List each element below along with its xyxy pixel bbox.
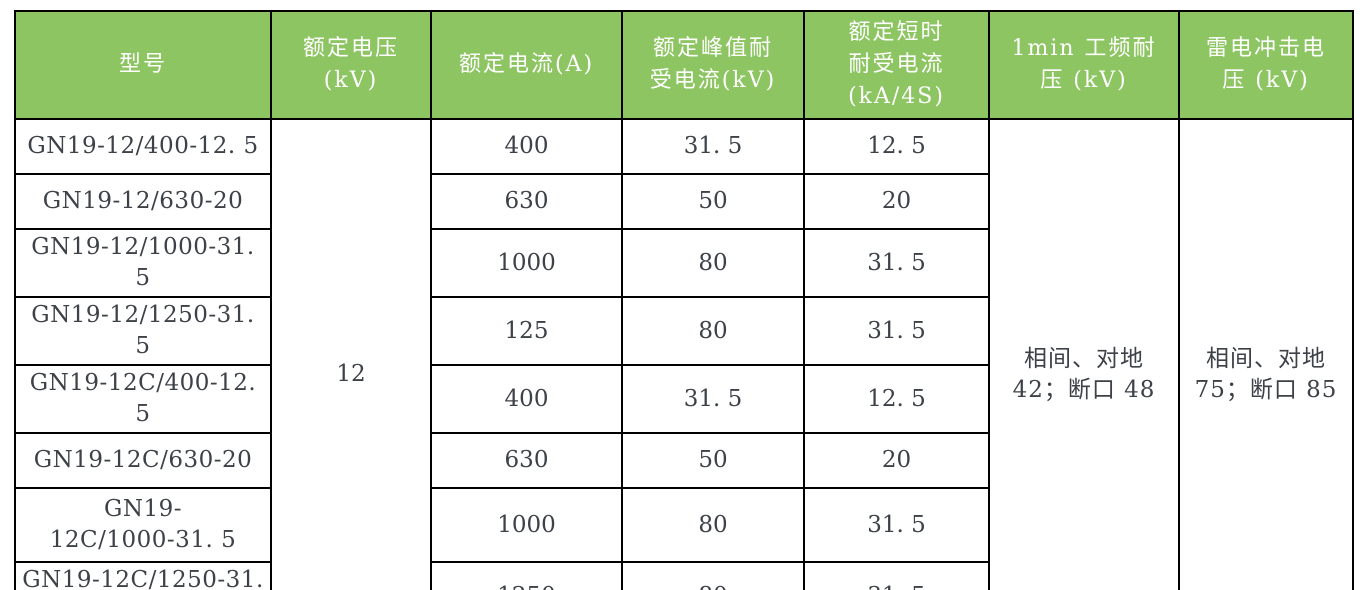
table-row: GN19-12C/400-12. 5 400 31. 5 12. 5 xyxy=(14,364,1353,435)
cell-peak-withstand: 50 xyxy=(621,173,805,230)
table-row: GN19-12/1250-31. 5 125 80 31. 5 xyxy=(14,296,1353,367)
cell-model: GN19- 12C/1000-31. 5 xyxy=(14,487,272,564)
cell-model: GN19-12C/400-12. 5 xyxy=(14,364,272,435)
cell-peak-withstand: 31. 5 xyxy=(621,364,805,435)
cell-model: GN19-12/1000-31. 5 xyxy=(14,227,272,299)
col-header-power-freq-withstand: 1min 工频耐 压 (kV) xyxy=(988,10,1180,120)
cell-peak-withstand: 50 xyxy=(621,432,805,490)
cell-model: GN19-12C/1250-31. 5 xyxy=(14,561,272,590)
cell-short-time-withstand: 31. 5 xyxy=(803,227,990,299)
cell-rated-current: 1000 xyxy=(430,487,623,564)
col-header-rated-voltage: 额定电压 (kV) xyxy=(270,10,432,120)
cell-peak-withstand: 80 xyxy=(621,561,805,590)
cell-short-time-withstand: 31. 5 xyxy=(803,561,990,590)
cell-rated-current: 400 xyxy=(430,118,623,175)
cell-rated-voltage-merged: 12 xyxy=(270,117,432,590)
switch-spec-table: 型号 额定电压 (kV) 额定电流(A) 额定峰值耐 受电流(kV) 额定短时 … xyxy=(14,10,1354,590)
cell-model: GN19-12C/630-20 xyxy=(14,432,272,490)
cell-power-freq-merged: 相间、对地 42；断口 48 xyxy=(988,117,1180,590)
cell-rated-current: 630 xyxy=(430,432,623,490)
cell-model: GN19-12/1250-31. 5 xyxy=(14,296,272,367)
table-row: GN19-12/1000-31. 5 1000 80 31. 5 xyxy=(14,227,1353,299)
cell-model: GN19-12/400-12. 5 xyxy=(14,118,272,175)
cell-rated-current: 1000 xyxy=(430,227,623,299)
col-header-model: 型号 xyxy=(14,10,272,120)
col-header-short-time-withstand: 额定短时 耐受电流 (kA/4S) xyxy=(803,10,990,120)
col-header-peak-withstand: 额定峰值耐 受电流(kV) xyxy=(621,10,805,120)
table-row: GN19-12C/630-20 630 50 20 xyxy=(14,432,1353,490)
cell-short-time-withstand: 20 xyxy=(803,432,990,490)
cell-short-time-withstand: 12. 5 xyxy=(803,364,990,435)
col-header-lightning-impulse: 雷电冲击电 压 (kV) xyxy=(1178,10,1354,120)
cell-short-time-withstand: 31. 5 xyxy=(803,296,990,367)
cell-peak-withstand: 31. 5 xyxy=(621,118,805,175)
table-row: GN19-12C/1250-31. 5 1250 80 31. 5 xyxy=(14,561,1353,590)
cell-peak-withstand: 80 xyxy=(621,296,805,367)
table-row: GN19-12/400-12. 5 12 400 31. 5 12. 5 相间、… xyxy=(14,117,1354,590)
cell-rated-current: 400 xyxy=(430,364,623,435)
cell-model: GN19-12/630-20 xyxy=(14,173,272,230)
cell-rated-current: 1250 xyxy=(430,561,623,590)
col-header-rated-current: 额定电流(A) xyxy=(430,10,623,120)
header-row: 型号 额定电压 (kV) 额定电流(A) 额定峰值耐 受电流(kV) 额定短时 … xyxy=(14,10,1354,120)
cell-short-time-withstand: 20 xyxy=(803,173,990,230)
table-row: GN19-12/630-20 630 50 20 xyxy=(14,173,1353,230)
table-row: GN19- 12C/1000-31. 5 1000 80 31. 5 xyxy=(14,487,1353,564)
cell-rated-current: 125 xyxy=(430,296,623,367)
cell-peak-withstand: 80 xyxy=(621,227,805,299)
cell-rated-current: 630 xyxy=(430,173,623,230)
cell-short-time-withstand: 31. 5 xyxy=(803,487,990,564)
cell-short-time-withstand: 12. 5 xyxy=(803,118,990,175)
cell-lightning-impulse-merged: 相间、对地 75；断口 85 xyxy=(1178,117,1354,590)
cell-peak-withstand: 80 xyxy=(621,487,805,564)
